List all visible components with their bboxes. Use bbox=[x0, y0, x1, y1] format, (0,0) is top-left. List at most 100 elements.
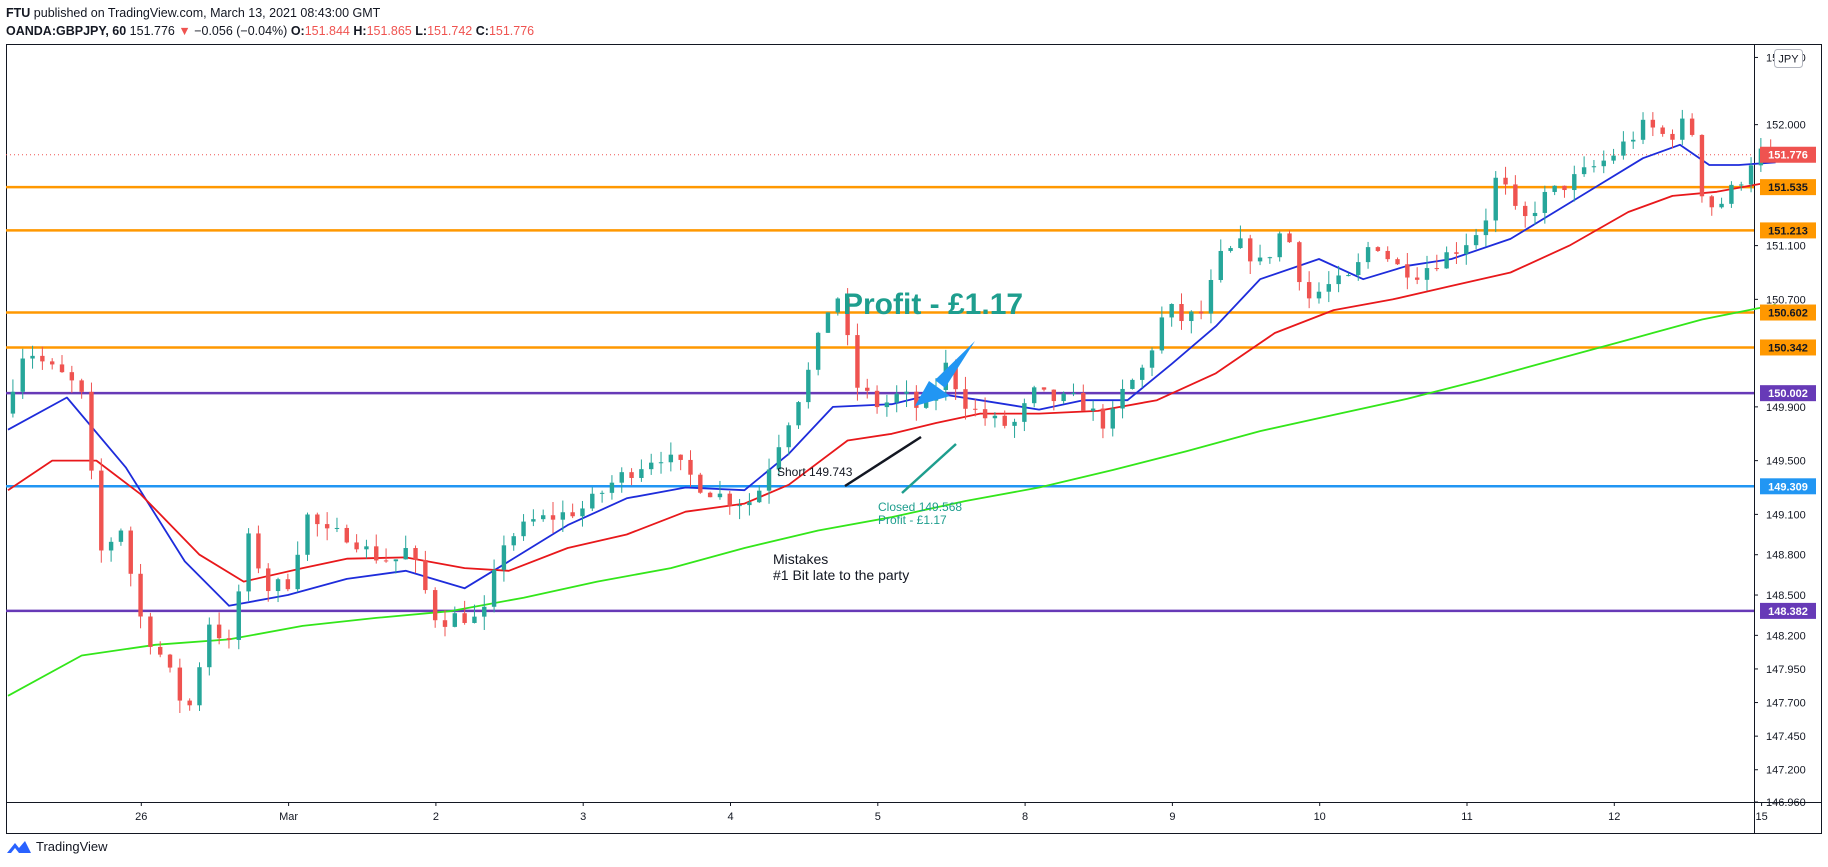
mistakes-item[interactable]: #1 Bit late to the party bbox=[773, 567, 910, 583]
author-name[interactable]: FTU bbox=[6, 6, 31, 20]
horizontal-levels[interactable] bbox=[6, 154, 1754, 613]
short-entry-line[interactable] bbox=[844, 435, 922, 488]
drawings[interactable] bbox=[844, 341, 975, 494]
y-tick-label: 152.000 bbox=[1766, 120, 1806, 132]
candle-body bbox=[1591, 166, 1597, 168]
candle-body bbox=[89, 391, 94, 471]
currency-button[interactable] bbox=[1774, 49, 1803, 68]
candle-body bbox=[40, 355, 45, 362]
mistakes-title[interactable]: Mistakes bbox=[773, 551, 829, 567]
candle-body bbox=[1562, 185, 1567, 191]
candle-body bbox=[688, 459, 693, 475]
close-trade-line[interactable] bbox=[901, 443, 957, 494]
y-tick-label: 148.500 bbox=[1766, 590, 1806, 602]
candle-body bbox=[1405, 264, 1410, 278]
symbol-label[interactable]: OANDA:GBPJPY, 60 bbox=[6, 24, 127, 38]
y-tick-label: 149.100 bbox=[1766, 509, 1806, 521]
candle-body bbox=[275, 579, 281, 592]
candle-body bbox=[619, 472, 624, 483]
candle-body bbox=[1306, 282, 1312, 299]
price-axis[interactable]: 152.500152.000151.100150.700149.900149.5… bbox=[1754, 52, 1806, 809]
candle-body bbox=[609, 482, 615, 493]
candle-body bbox=[1031, 387, 1037, 404]
candle-body bbox=[1041, 387, 1047, 390]
short-label[interactable]: Short 149.743 bbox=[777, 465, 853, 479]
candle-body bbox=[894, 393, 899, 403]
candle-body bbox=[904, 391, 909, 394]
candle-body bbox=[432, 590, 438, 621]
candle-body bbox=[207, 624, 212, 668]
level-badge-5 bbox=[1760, 478, 1816, 495]
candle-body bbox=[855, 335, 860, 388]
candle-body bbox=[1709, 196, 1714, 208]
candle-body bbox=[678, 454, 683, 460]
candle-body bbox=[1326, 284, 1331, 292]
candle-body bbox=[1532, 212, 1538, 217]
candle-body bbox=[462, 613, 467, 623]
candle-body bbox=[1022, 403, 1027, 422]
price-badges: 151.535 151.213 150.602 150.342 150.002 149.3… bbox=[1760, 146, 1816, 619]
candle-body bbox=[757, 490, 762, 503]
candle-body bbox=[776, 447, 782, 470]
candle-body bbox=[1493, 177, 1498, 221]
candle-body bbox=[874, 390, 880, 408]
candle-body bbox=[374, 546, 379, 561]
candle-body bbox=[383, 560, 389, 562]
x-tick-label: 12 bbox=[1608, 811, 1620, 823]
y-tick-label: 148.200 bbox=[1766, 630, 1806, 642]
level-badge-4 bbox=[1760, 385, 1816, 402]
candle-body bbox=[806, 369, 811, 403]
candle-body bbox=[1739, 184, 1744, 186]
x-tick-label: 26 bbox=[135, 811, 147, 823]
candle-body bbox=[1503, 177, 1508, 185]
candle-body bbox=[334, 527, 340, 529]
candle-body bbox=[982, 409, 988, 419]
candle-body bbox=[639, 469, 644, 478]
candle-body bbox=[865, 387, 870, 391]
candle-body bbox=[1473, 235, 1479, 246]
candle-body bbox=[158, 646, 163, 655]
level-badge-1-label: 151.213 bbox=[1768, 225, 1808, 237]
candle-body bbox=[1071, 392, 1076, 394]
low-label: L: bbox=[415, 24, 428, 38]
low-value: 151.742 bbox=[427, 24, 473, 38]
tradingview-logo-icon[interactable] bbox=[6, 840, 32, 854]
candle-body bbox=[796, 402, 801, 426]
candle-body bbox=[658, 462, 664, 464]
arrow-icon[interactable] bbox=[935, 341, 975, 388]
candle-body bbox=[1601, 160, 1606, 167]
chart-header: FTU published on TradingView.com, March … bbox=[6, 4, 534, 40]
candle-body bbox=[1356, 262, 1361, 276]
level-badge-3 bbox=[1760, 339, 1816, 356]
profit-small[interactable]: Profit - £1.17 bbox=[878, 513, 947, 527]
candle-body bbox=[148, 616, 153, 647]
candle-body bbox=[1120, 388, 1125, 409]
candle-body bbox=[1729, 184, 1734, 204]
candle-body bbox=[1208, 280, 1214, 314]
arrow-head-icon[interactable] bbox=[915, 381, 950, 406]
candle-body bbox=[668, 454, 674, 463]
candle-body bbox=[324, 524, 330, 529]
candle-body bbox=[1297, 242, 1302, 283]
candle-body bbox=[452, 613, 458, 627]
candle-body bbox=[1277, 233, 1282, 258]
last-price-badge bbox=[1760, 146, 1816, 163]
candle-body bbox=[1542, 191, 1548, 213]
brand-name[interactable]: TradingView bbox=[36, 839, 108, 854]
level-badge-2 bbox=[1760, 304, 1816, 321]
profit-title[interactable]: Profit - £1.17 bbox=[843, 288, 1024, 321]
candle-body bbox=[815, 332, 821, 370]
closed-label[interactable]: Closed 149.568 bbox=[878, 500, 963, 514]
currency-label[interactable]: JPY bbox=[1778, 54, 1799, 66]
time-axis[interactable]: 26 Mar 2 3 4 5 8 9 10 11 12 15 bbox=[135, 802, 1768, 823]
ohlc-line: OANDA:GBPJPY, 60 151.776 ▼ −0.056 (−0.04… bbox=[6, 22, 534, 40]
x-tick-label: 10 bbox=[1314, 811, 1326, 823]
candle-body bbox=[246, 533, 251, 592]
candle-body bbox=[1680, 118, 1685, 140]
y-tick-label: 147.200 bbox=[1766, 765, 1806, 777]
candle-body bbox=[1238, 238, 1243, 249]
candle-body bbox=[1198, 311, 1204, 314]
candle-body bbox=[442, 620, 448, 627]
candle-body bbox=[560, 512, 566, 520]
